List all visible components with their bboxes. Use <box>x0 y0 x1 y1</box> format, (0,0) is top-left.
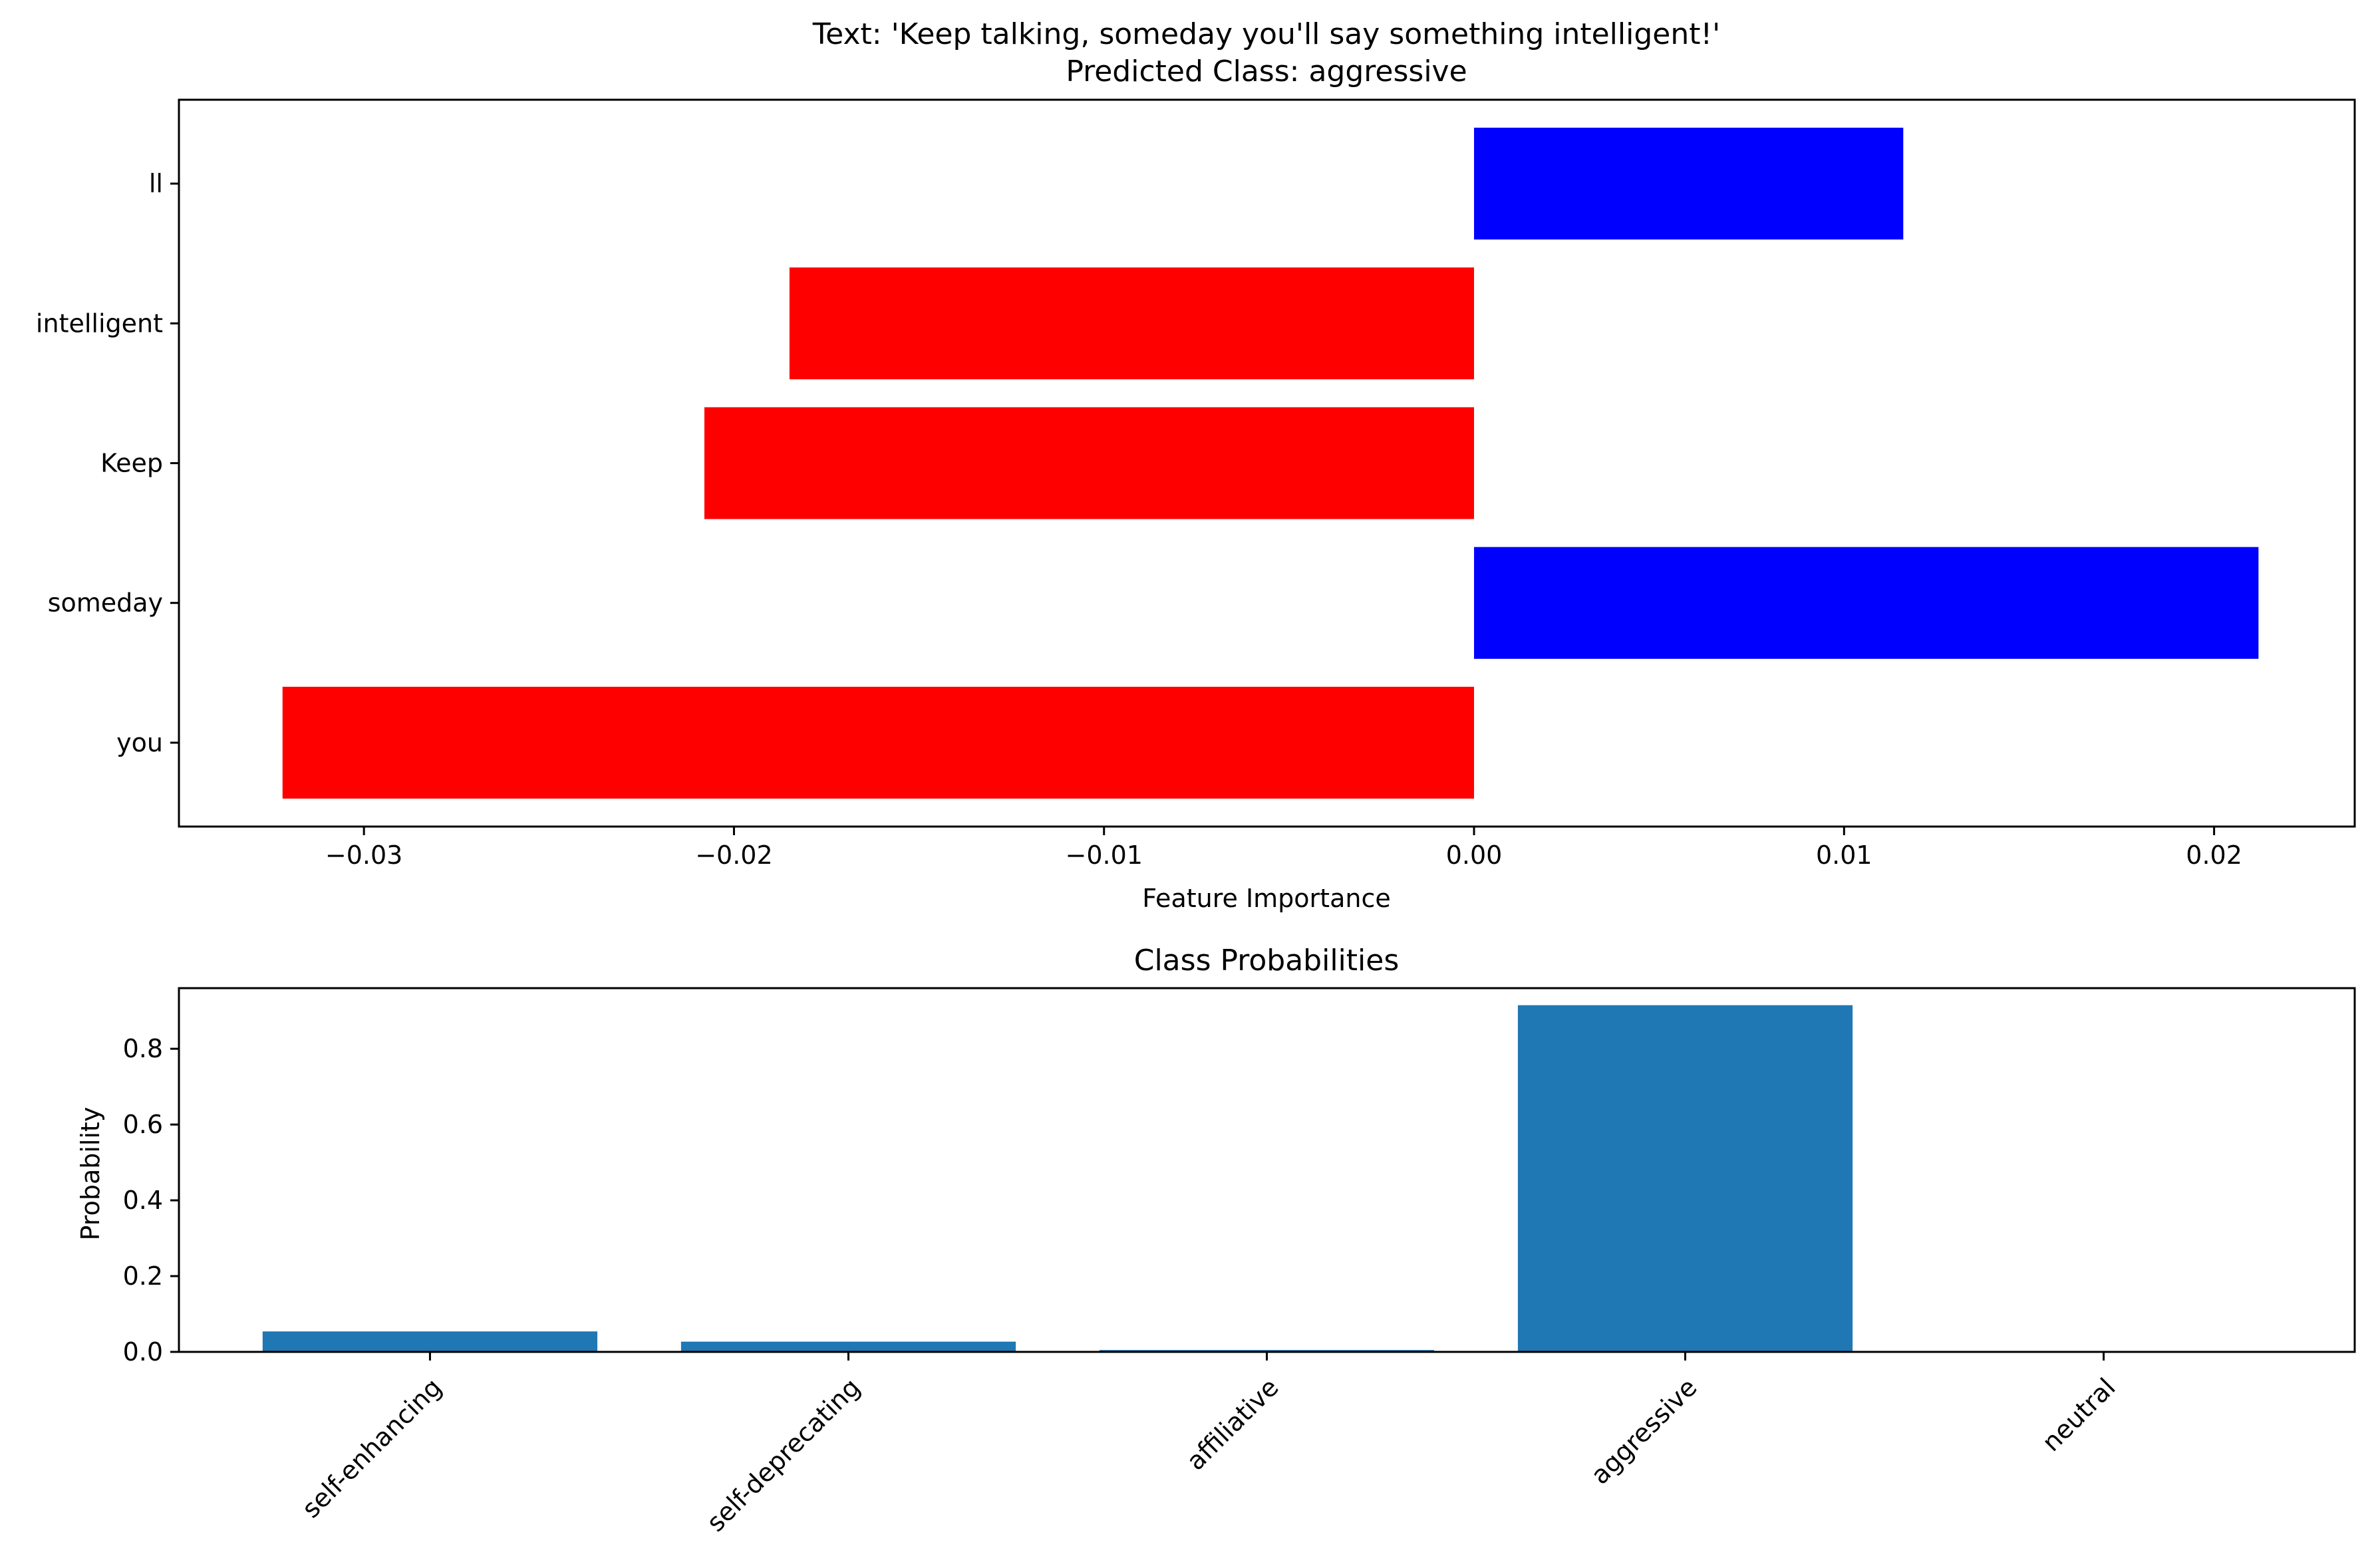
x-tick-label-0: −0.03 <box>325 841 402 870</box>
probability-bar-0 <box>262 1331 598 1352</box>
y-tick-label-0: you <box>116 728 163 757</box>
prob-y-tick-label-0: 0.0 <box>123 1337 163 1367</box>
prob-y-tick-label-4: 0.8 <box>123 1034 163 1063</box>
x-tick-label-4: 0.01 <box>1816 841 1872 870</box>
x-tick-label-1: −0.02 <box>695 841 772 870</box>
x-tick-label-2: −0.01 <box>1066 841 1143 870</box>
y-tick-label-3: intelligent <box>36 309 163 338</box>
feature-bar-3 <box>789 267 1475 380</box>
chart2-bars <box>262 1005 2272 1352</box>
chart1-subtitle: Predicted Class: aggressive <box>1066 55 1467 88</box>
chart1-y-ticks: you someday Keep intelligent ll <box>36 169 179 757</box>
prob-y-tick-label-1: 0.2 <box>123 1261 163 1291</box>
chart2-y-axis-label: Probability <box>76 1107 105 1241</box>
chart1-bars <box>282 128 2259 799</box>
feature-bar-2 <box>704 407 1475 519</box>
feature-importance-chart: Text: 'Keep talking, someday you'll say … <box>36 17 2356 913</box>
feature-bar-1 <box>1474 547 2259 659</box>
prob-y-tick-label-3: 0.6 <box>123 1110 163 1139</box>
x-tick-label-3: 0.00 <box>1446 841 1503 870</box>
chart1-x-axis-label: Feature Importance <box>1142 884 1390 913</box>
chart1-title: Text: 'Keep talking, someday you'll say … <box>812 17 1720 51</box>
probability-bar-1 <box>680 1341 1016 1352</box>
probability-bar-3 <box>1517 1005 1853 1352</box>
y-tick-label-4: ll <box>149 169 163 198</box>
chart2-title: Class Probabilities <box>1134 944 1400 978</box>
prob-y-tick-label-2: 0.4 <box>123 1186 163 1215</box>
y-tick-label-2: Keep <box>100 449 163 478</box>
y-tick-label-1: someday <box>48 588 163 618</box>
chart1-x-ticks: −0.03 −0.02 −0.01 0.00 0.01 0.02 <box>325 827 2242 870</box>
feature-bar-4 <box>1474 128 1904 240</box>
chart2-y-ticks: 0.0 0.2 0.4 0.6 0.8 <box>123 1034 179 1367</box>
x-tick-label-5: 0.02 <box>2186 841 2242 870</box>
feature-bar-0 <box>282 686 1475 799</box>
